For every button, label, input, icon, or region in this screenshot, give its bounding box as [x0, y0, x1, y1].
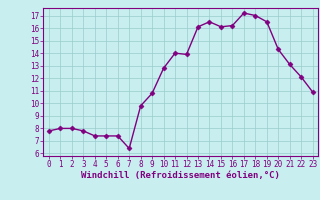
X-axis label: Windchill (Refroidissement éolien,°C): Windchill (Refroidissement éolien,°C)	[81, 171, 280, 180]
